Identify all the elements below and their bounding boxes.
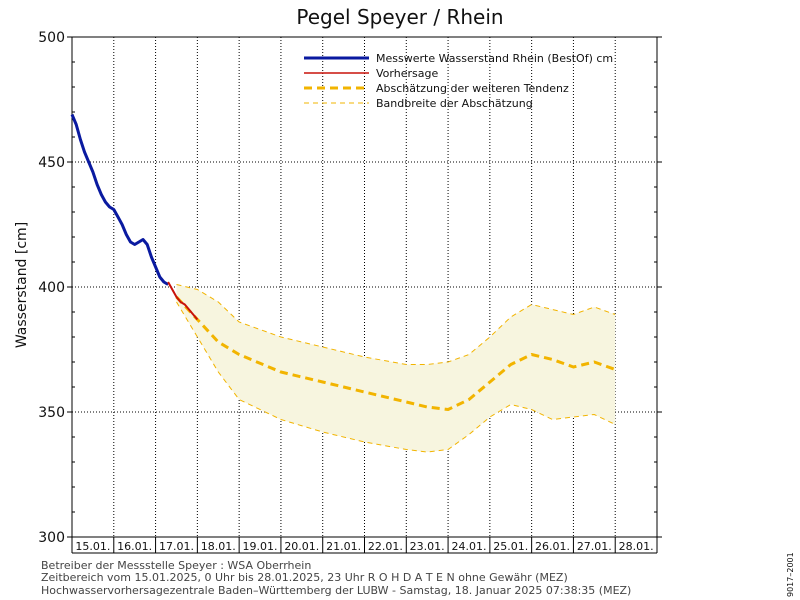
legend: Messwerte Wasserstand Rhein (BestOf) cm V…: [304, 52, 613, 110]
range-band-lower: [176, 301, 616, 453]
x-tick-label: 26.01.: [535, 540, 570, 553]
x-tick-label: 27.01.: [577, 540, 612, 553]
x-tick-label: 25.01.: [493, 540, 528, 553]
x-tick-label: 18.01.: [201, 540, 236, 553]
legend-label: Bandbreite der Abschätzung: [376, 97, 533, 110]
y-tick-label: 500: [38, 30, 65, 46]
y-tick-label: 300: [38, 530, 65, 546]
series-layer: [70, 113, 616, 411]
chart-title: Pegel Speyer / Rhein: [296, 5, 503, 29]
legend-label: Messwerte Wasserstand Rhein (BestOf) cm: [376, 52, 613, 65]
x-axis-ticks: 15.01. 16.01. 17.01. 18.01. 19.01. 20.01. 21.0…: [71, 537, 658, 554]
x-tick-label: 17.01.: [159, 540, 194, 553]
x-tick-label: 23.01.: [410, 540, 445, 553]
y-tick-label: 350: [38, 405, 65, 421]
footer-time-range: Zeitbereich vom 15.01.2025, 0 Uhr bis 28…: [41, 571, 568, 584]
series-measured: [70, 113, 169, 286]
range-band-layer: [176, 284, 616, 453]
footer-source: Hochwasservorhersagezentrale Baden–Württ…: [41, 584, 631, 597]
y-axis-ticks: 300 350 400 450 500: [38, 30, 662, 546]
x-tick-label: 28.01.: [619, 540, 654, 553]
x-tick-label: 20.01.: [284, 540, 319, 553]
y-axis-label: Wasserstand [cm]: [14, 222, 30, 348]
legend-label: Vorhersage: [376, 67, 438, 80]
range-band-fill: [176, 284, 616, 452]
x-tick-label: 16.01.: [117, 540, 152, 553]
range-band-upper: [176, 284, 616, 365]
x-tick-label: 15.01.: [75, 540, 110, 553]
legend-label: Abschätzung der weiteren Tendenz: [376, 82, 569, 95]
series-tendency: [175, 295, 616, 411]
series-forecast: [167, 281, 199, 321]
side-code: 9017–2001: [786, 552, 795, 597]
x-tick-label: 21.01.: [326, 540, 361, 553]
x-tick-label: 22.01.: [368, 540, 403, 553]
footer-operator: Betreiber der Messstelle Speyer : WSA Ob…: [41, 559, 311, 572]
x-tick-label: 24.01.: [451, 540, 486, 553]
y-tick-label: 400: [38, 280, 65, 296]
grid-lines: [72, 37, 657, 537]
y-tick-label: 450: [38, 155, 65, 171]
x-tick-label: 19.01.: [243, 540, 278, 553]
